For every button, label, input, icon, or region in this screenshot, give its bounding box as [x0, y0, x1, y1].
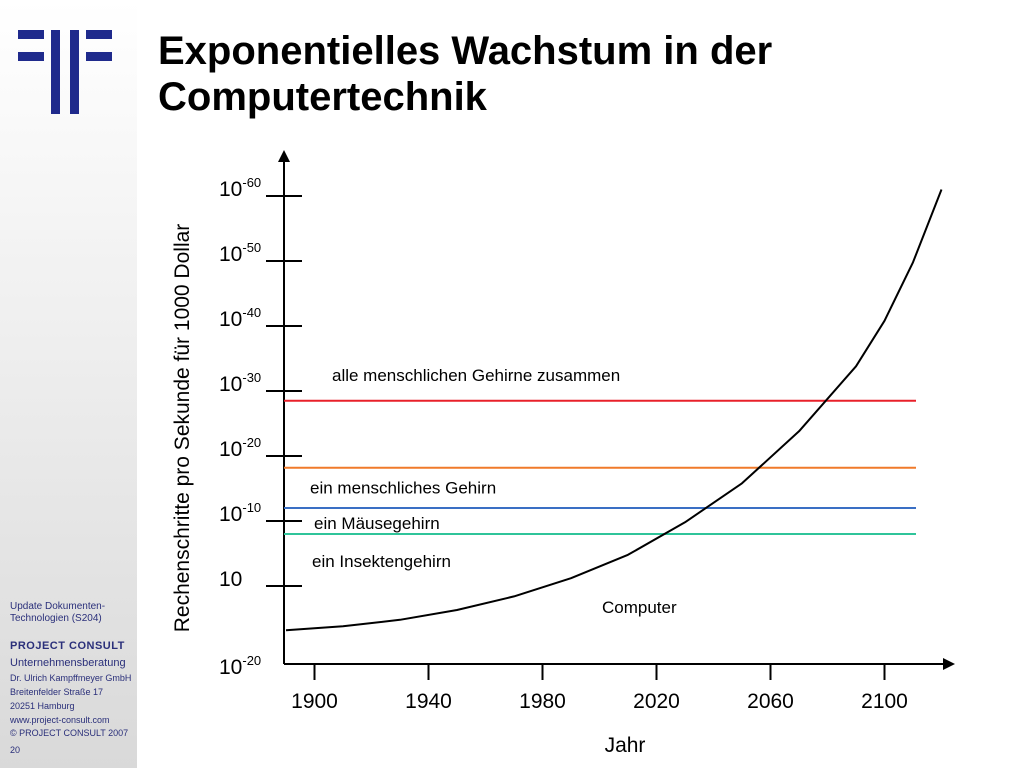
- sidebar: Update Dokumenten- Technologien (S204) P…: [0, 0, 137, 768]
- contact-line: 20251 Hamburg: [10, 701, 75, 711]
- brand-name: PROJECT CONSULT: [10, 640, 125, 652]
- x-tick-label: 1900: [291, 690, 338, 713]
- y-tick-label: 10-40: [219, 305, 261, 331]
- x-axis-title: Jahr: [605, 734, 646, 757]
- course-line-2: Technologien (S204): [10, 613, 102, 624]
- threshold-lines: [284, 399, 916, 535]
- title-line-2: Computertechnik: [158, 75, 487, 119]
- y-axis-arrow: [278, 150, 290, 162]
- y-tick-label: 10-10: [219, 500, 261, 526]
- x-tick-label: 1980: [519, 690, 566, 713]
- y-axis-title: Rechenschritte pro Sekunde für 1000 Doll…: [171, 224, 194, 633]
- x-tick-label: 2020: [633, 690, 680, 713]
- x-tick-label: 1940: [405, 690, 452, 713]
- chart-labels: 10-20 10 10-10 10-20 10-30 10-40 10-50 10-60 190…: [171, 175, 908, 757]
- computer-series: [285, 189, 943, 632]
- threshold-label: ein Insektengehirn: [312, 552, 451, 571]
- y-tick-label: 10-50: [219, 240, 261, 266]
- project-consult-logo: [18, 30, 112, 114]
- title-line-1: Exponentielles Wachstum in der: [158, 29, 773, 73]
- brand-subtitle: Unternehmensberatung: [10, 657, 126, 669]
- contact-line: Dr. Ulrich Kampffmeyer GmbH: [10, 673, 132, 683]
- contact-line: © PROJECT CONSULT 2007: [10, 728, 129, 738]
- threshold-label: alle menschlichen Gehirne zusammen: [332, 366, 620, 385]
- series-label-computer: Computer: [602, 598, 677, 617]
- x-axis-arrow: [943, 658, 955, 670]
- y-tick-label: 10-20: [219, 435, 261, 461]
- y-tick-label: 10-60: [219, 175, 261, 201]
- threshold-label: ein Mäusegehirn: [314, 514, 440, 533]
- y-tick-label: 10-30: [219, 370, 261, 396]
- contact-line: Breitenfelder Straße 17: [10, 687, 104, 697]
- chart-axes: [266, 150, 955, 680]
- computer-curve: [285, 189, 943, 632]
- contact-line: www.project-consult.com: [10, 715, 110, 725]
- y-tick-label: 10-20: [219, 653, 261, 679]
- x-tick-label: 2060: [747, 690, 794, 713]
- x-tick-label: 2100: [861, 690, 908, 713]
- threshold-label: ein menschliches Gehirn: [310, 479, 496, 498]
- page-number: 20: [10, 745, 21, 755]
- page-title: Exponentielles Wachstum in der Computert…: [158, 28, 998, 120]
- y-tick-label: 10: [219, 568, 242, 591]
- course-line-1: Update Dokumenten-: [10, 601, 106, 612]
